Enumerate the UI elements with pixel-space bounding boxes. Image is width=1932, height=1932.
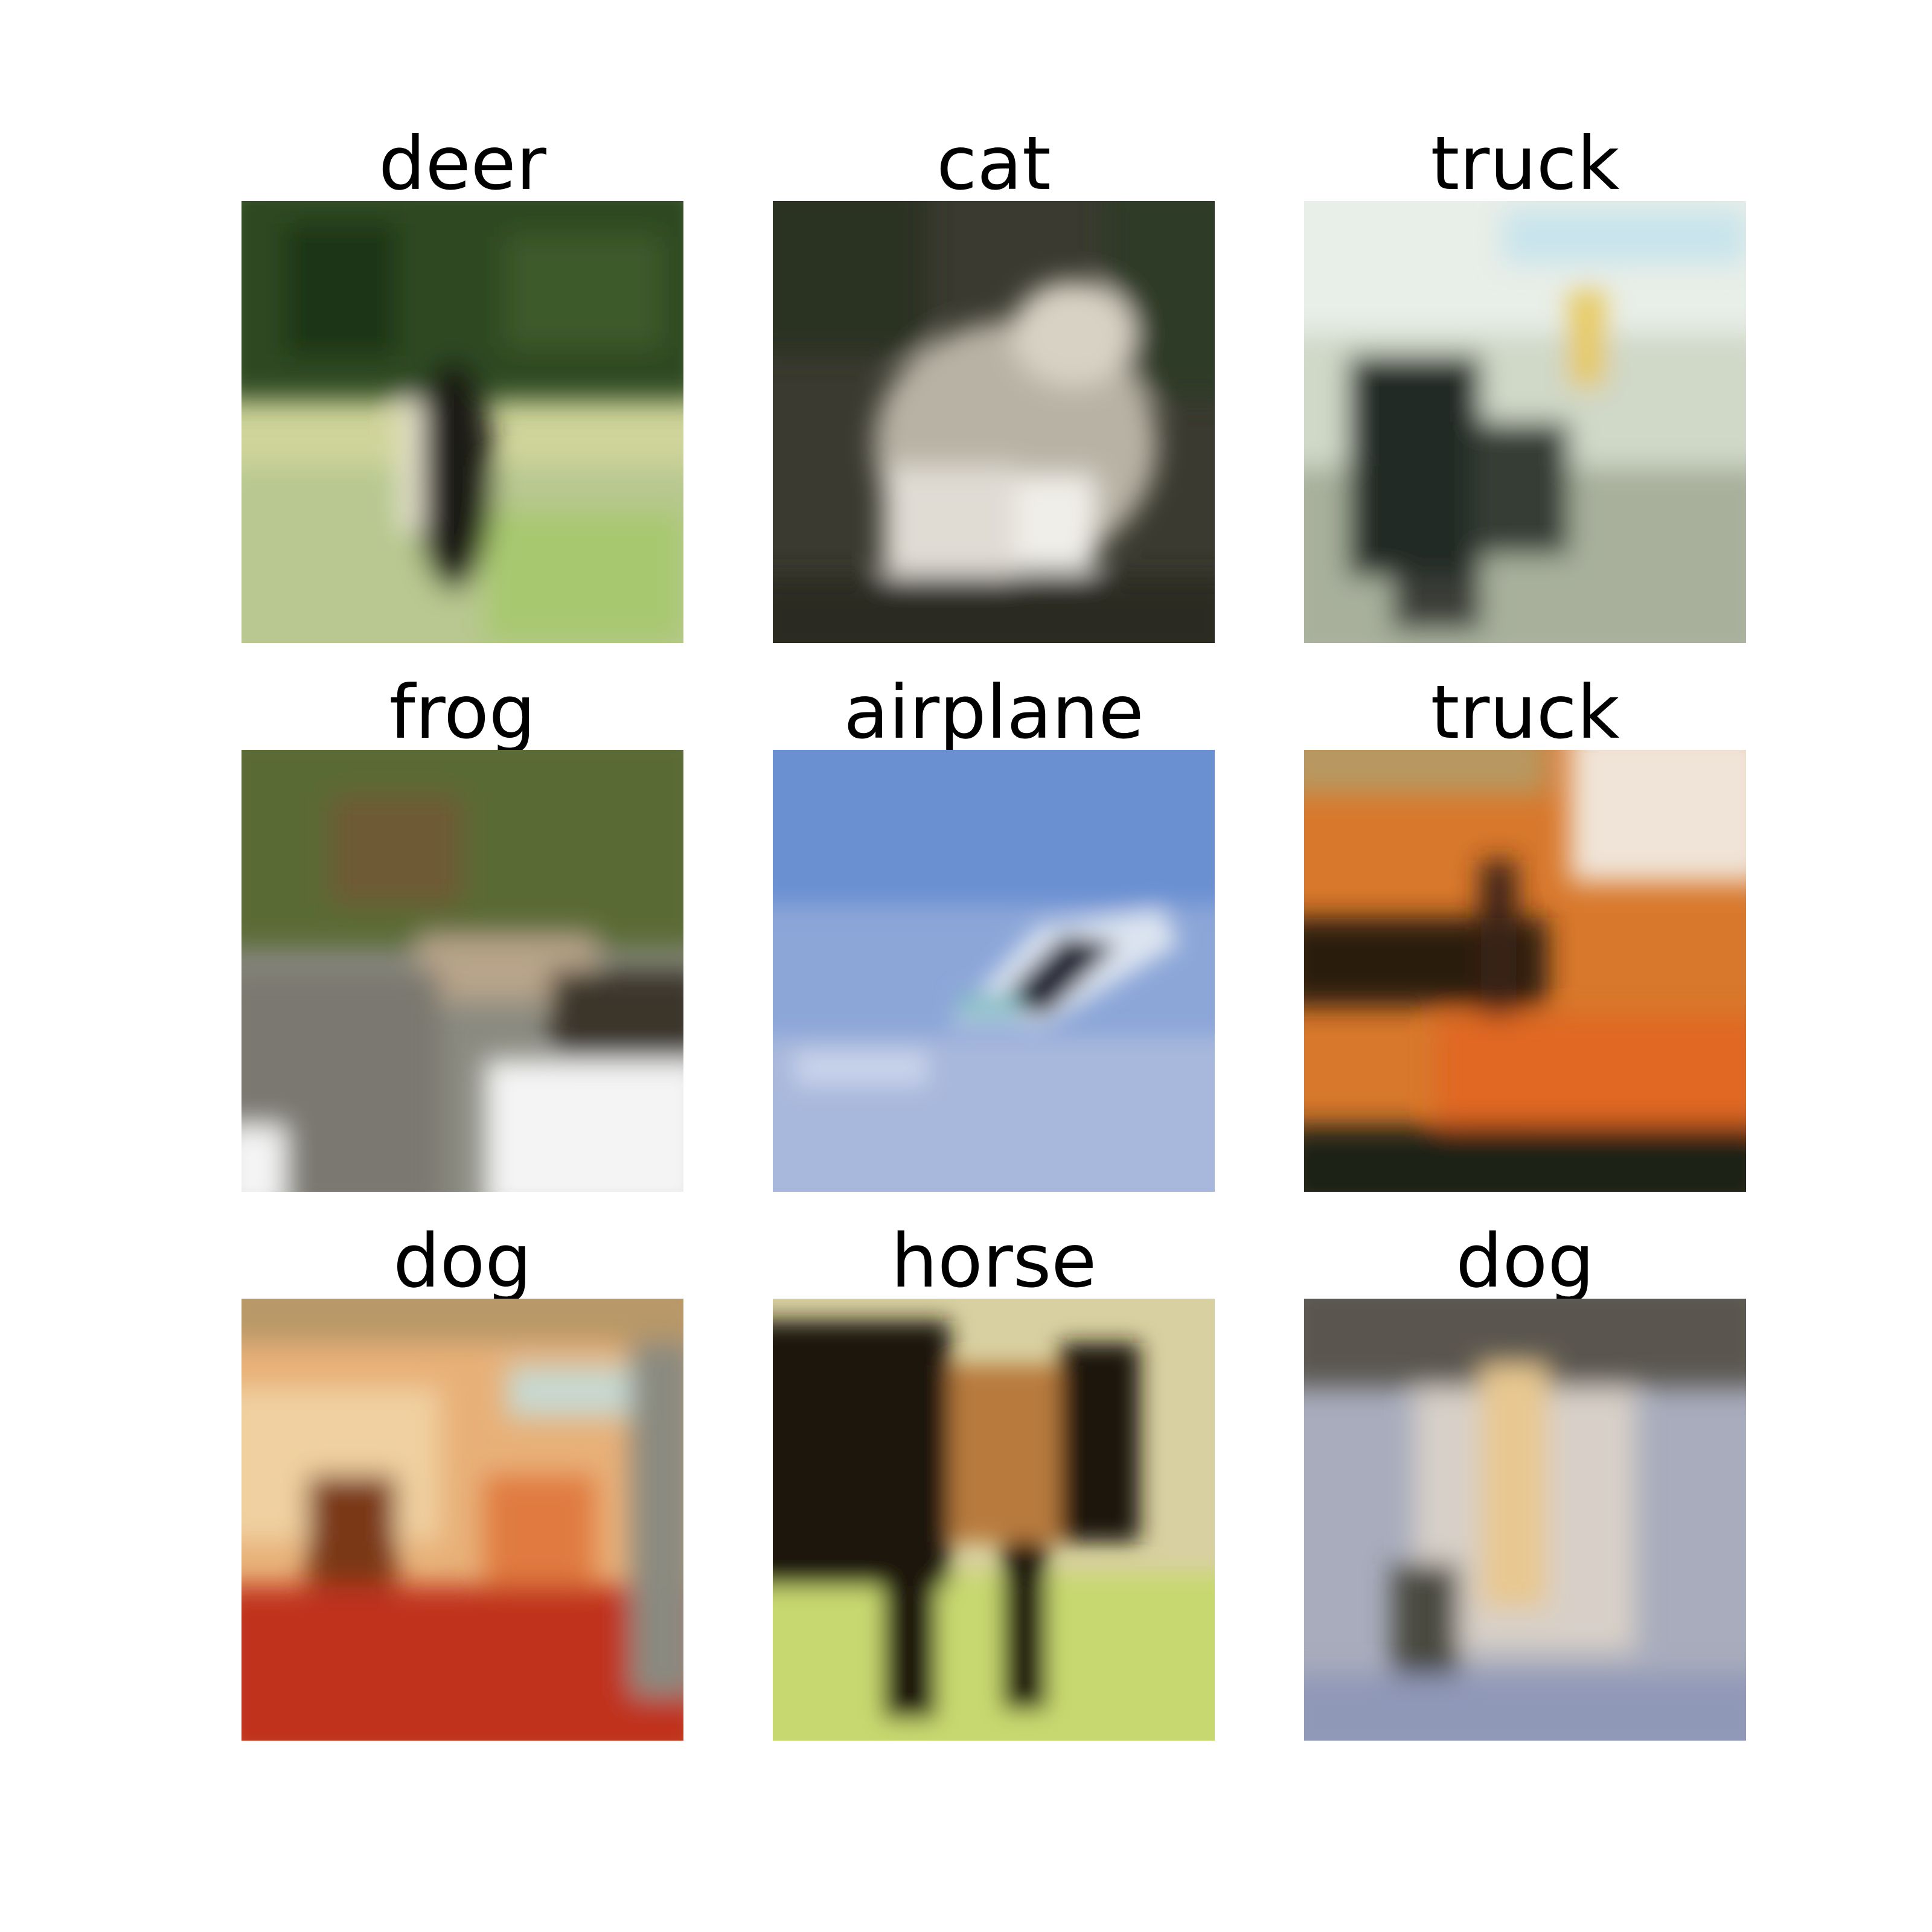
image-label: truck	[1430, 670, 1620, 755]
image-label: frog	[389, 670, 536, 755]
image-label: airplane	[843, 670, 1144, 755]
image-label: truck	[1430, 121, 1620, 206]
image-label: cat	[936, 121, 1051, 206]
frog-image	[242, 750, 683, 1192]
horse-image	[773, 1299, 1215, 1741]
airplane-image	[773, 750, 1215, 1192]
deer-image	[242, 201, 683, 643]
image-label: dog	[393, 1218, 532, 1304]
image-label: horse	[891, 1218, 1097, 1304]
dog-image	[242, 1299, 683, 1741]
cat-image	[773, 201, 1215, 643]
dog-image-2	[1304, 1299, 1746, 1741]
image-label: deer	[379, 121, 546, 206]
truck-image	[1304, 201, 1746, 643]
truck-image-2	[1304, 750, 1746, 1192]
image-label: dog	[1456, 1218, 1595, 1304]
